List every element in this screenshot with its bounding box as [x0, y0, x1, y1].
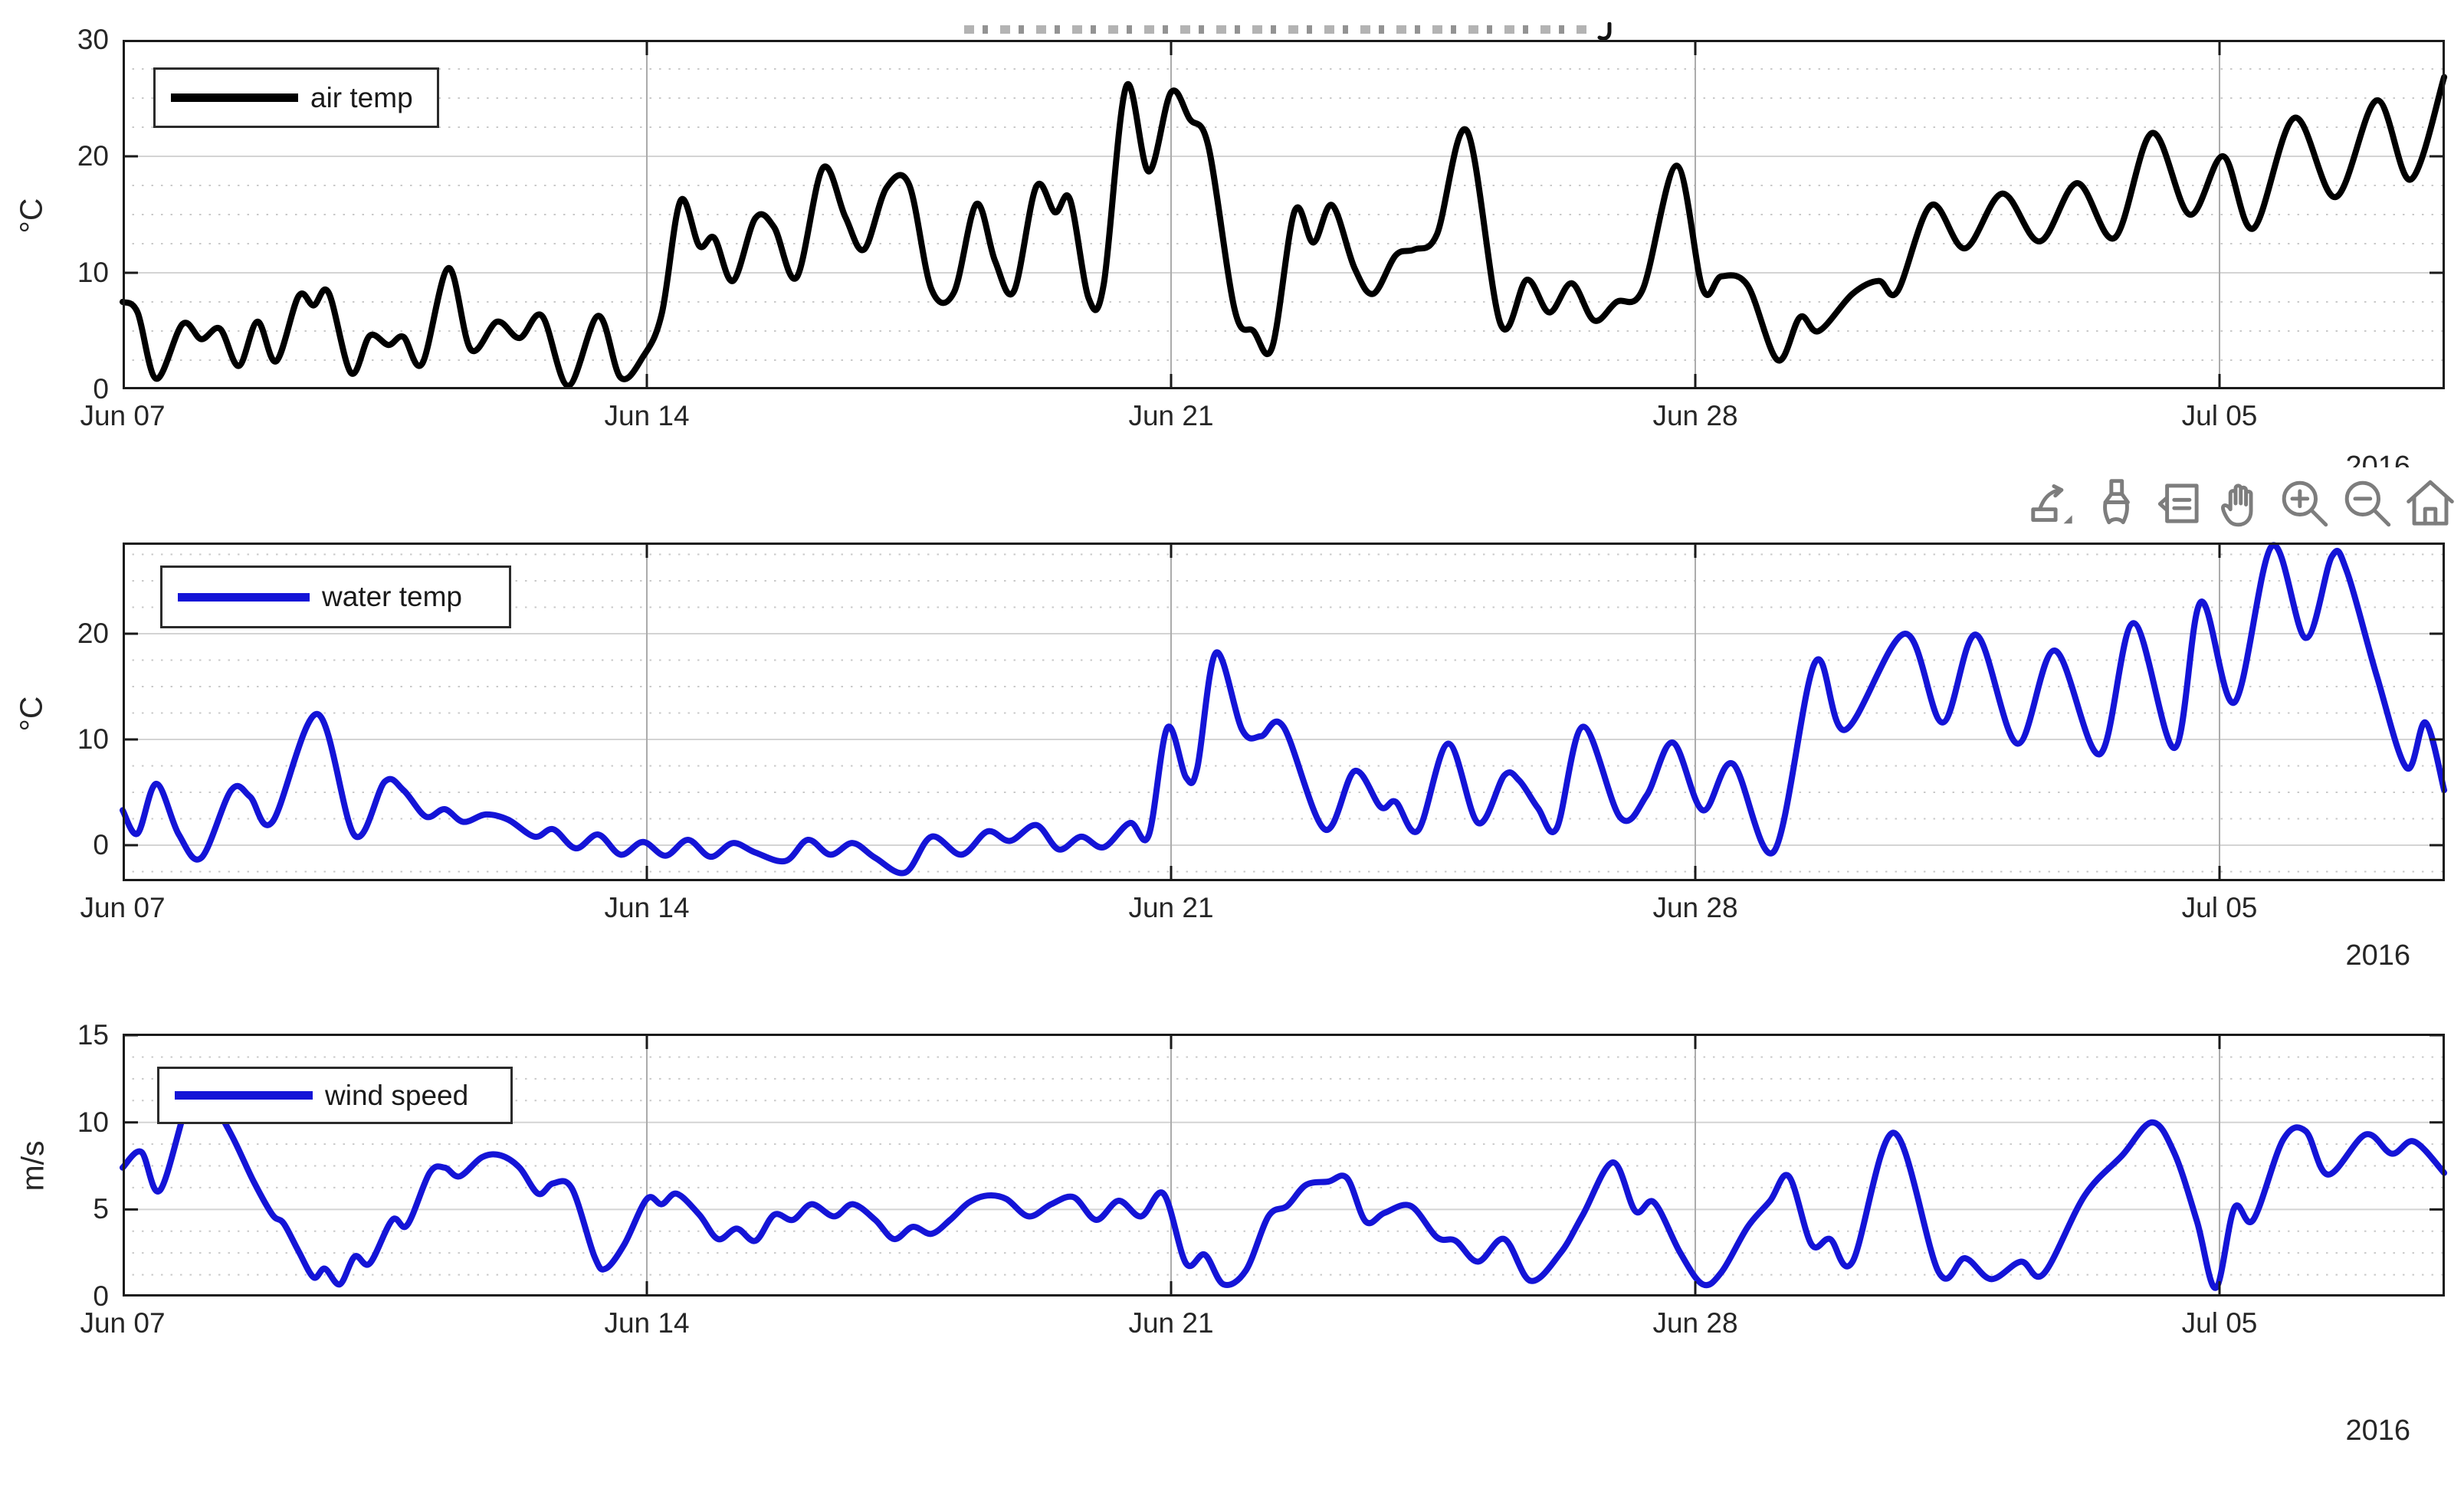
x-tick-label: Jul 05 — [2181, 400, 2258, 431]
y-tick-label: 30 — [77, 24, 109, 55]
axis-box — [123, 1034, 2445, 1297]
y-tick-label: 0 — [93, 1280, 109, 1312]
y-tick-label: 20 — [77, 617, 109, 649]
series-line-wind-speed — [120, 1085, 2448, 1291]
x-tick-label: Jun 14 — [604, 892, 690, 923]
brush-icon[interactable] — [2088, 475, 2144, 532]
figure-title-cropped — [964, 22, 1616, 41]
y-tick-label: 20 — [77, 140, 109, 172]
axis-box — [123, 40, 2445, 389]
axis-box — [123, 543, 2445, 881]
y-tick-label: 15 — [77, 1019, 109, 1051]
x-tick-label: Jul 05 — [2181, 892, 2258, 923]
legend-label: wind speed — [325, 1079, 469, 1111]
y-tick-label: 0 — [93, 828, 109, 861]
data-tips-icon[interactable] — [2151, 475, 2207, 532]
legend-wind-speed[interactable]: wind speed — [157, 1067, 513, 1124]
plot-area-wind-speed[interactable] — [120, 1034, 2448, 1297]
axes-toolbar — [2025, 475, 2459, 532]
y-tick-label: 10 — [77, 723, 109, 755]
x-tick-label: Jun 28 — [1652, 892, 1738, 923]
legend-label: air temp — [310, 81, 413, 113]
x-tick-label: Jun 21 — [1128, 400, 1214, 431]
y-axis-label-air: °C — [13, 198, 49, 234]
legend-label: water temp — [322, 581, 463, 612]
year-label-wind: 2016 — [2345, 1415, 2410, 1447]
zoom-in-icon[interactable] — [2276, 475, 2333, 532]
zoom-out-icon[interactable] — [2339, 475, 2396, 532]
x-tick-label: Jun 21 — [1128, 892, 1214, 923]
x-tick-label: Jun 07 — [80, 1307, 166, 1339]
y-axis-label-wind: m/s — [15, 1140, 51, 1192]
x-tick-label: Jun 14 — [604, 400, 690, 431]
home-icon[interactable] — [2402, 475, 2459, 532]
pan-icon[interactable] — [2213, 475, 2270, 532]
legend-air-temp[interactable]: air temp — [153, 67, 439, 128]
plot-area-air-temp[interactable] — [120, 40, 2448, 389]
x-tick-label: Jun 07 — [80, 892, 166, 923]
y-tick-label: 5 — [93, 1193, 109, 1225]
y-tick-label: 0 — [93, 373, 109, 405]
legend-water-temp[interactable]: water temp — [160, 566, 511, 628]
x-tick-label: Jun 28 — [1652, 1307, 1738, 1339]
series-line-water-temp — [120, 542, 2448, 877]
x-tick-label: Jun 28 — [1652, 400, 1738, 431]
legend-line-sample — [175, 1091, 313, 1100]
plot-area-water-temp[interactable] — [120, 542, 2448, 881]
y-tick-label: 10 — [77, 257, 109, 288]
year-label-air: 2016 — [2345, 451, 2410, 467]
y-tick-label: 10 — [77, 1106, 109, 1138]
x-tick-label: Jun 07 — [80, 400, 166, 431]
export-icon[interactable] — [2025, 475, 2082, 532]
legend-line-sample — [178, 592, 310, 602]
legend-line-sample — [171, 93, 298, 102]
figure-title-descender — [1597, 22, 1612, 41]
series-line-air-temp — [120, 74, 2448, 389]
year-label-water: 2016 — [2345, 939, 2410, 972]
x-tick-label: Jun 14 — [604, 1307, 690, 1339]
x-tick-label: Jun 21 — [1128, 1307, 1214, 1339]
x-tick-label: Jul 05 — [2181, 1307, 2258, 1339]
figure-title-glyph-bottoms — [964, 25, 1589, 34]
